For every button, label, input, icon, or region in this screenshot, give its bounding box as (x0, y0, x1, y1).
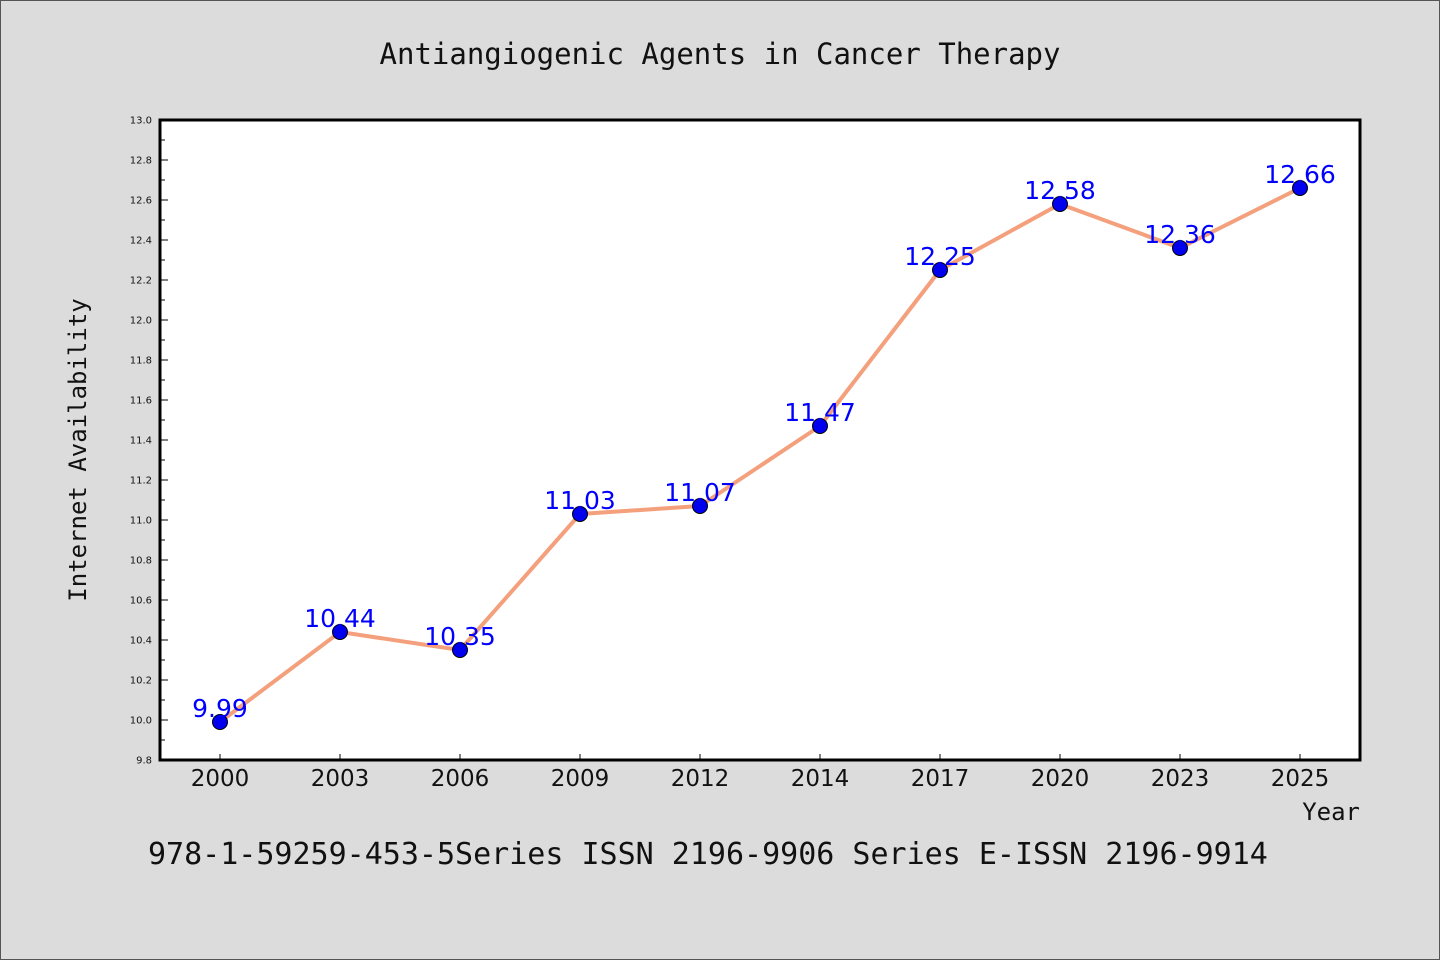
y-axis: 9.8 10.0 10.2 10.4 10.6 10.8 11.0 11.2 11.4 11.6 1… (130, 116, 168, 767)
x-axis: 2000 2003 2006 2009 2012 2014 2017 2020 2023 2025 (191, 754, 1330, 792)
x-tick-label: 2006 (431, 766, 490, 792)
x-tick-label: 2012 (671, 766, 730, 792)
footer-text: 978-1-59259-453-5Series ISSN 2196-9906 S… (148, 837, 1268, 872)
x-tick-label: 2014 (791, 766, 850, 792)
data-label: 10.35 (424, 622, 496, 651)
data-label: 11.47 (784, 398, 856, 427)
x-tick-label: 2025 (1271, 766, 1330, 792)
data-point (932, 262, 948, 278)
y-tick-label: 11.4 (130, 436, 152, 447)
x-tick-label: 2009 (551, 766, 610, 792)
y-tick-label: 12.2 (130, 276, 152, 287)
data-label: 12.25 (904, 242, 976, 271)
x-tick-label: 2023 (1151, 766, 1210, 792)
y-tick-label: 12.0 (130, 316, 152, 327)
series-markers (212, 180, 1308, 730)
y-tick-label: 11.0 (130, 516, 152, 527)
chart-title: Antiangiogenic Agents in Cancer Therapy (380, 37, 1061, 71)
data-label: 12.66 (1264, 160, 1336, 189)
data-point (1052, 196, 1068, 212)
data-point (812, 418, 828, 434)
y-tick-label: 10.6 (130, 596, 152, 607)
x-axis-label: Year (1302, 798, 1360, 826)
plot-border (158, 118, 1362, 762)
data-label: 12.36 (1144, 220, 1216, 249)
data-label: 9.99 (192, 694, 248, 723)
data-point (1292, 180, 1308, 196)
series-line (218, 186, 1301, 724)
data-label: 11.03 (544, 486, 616, 515)
y-tick-label: 10.8 (130, 556, 152, 567)
y-tick-label: 11.8 (130, 356, 152, 367)
data-point (692, 498, 708, 514)
data-point (212, 714, 228, 730)
y-tick-label: 10.4 (130, 636, 152, 647)
data-point (452, 642, 468, 658)
y-axis-label: Internet Availability (64, 298, 92, 601)
y-tick-label: 10.0 (130, 716, 152, 727)
y-tick-label: 13.0 (130, 116, 152, 127)
y-tick-label: 12.8 (130, 156, 152, 167)
data-point (332, 624, 348, 640)
y-tick-label: 12.4 (130, 236, 152, 247)
y-tick-label: 12.6 (130, 196, 152, 207)
data-label: 11.07 (664, 478, 736, 507)
x-tick-label: 2003 (311, 766, 370, 792)
y-tick-label: 10.2 (130, 676, 152, 687)
x-tick-label: 2000 (191, 766, 250, 792)
data-point (572, 506, 588, 522)
data-labels: 9.99 10.44 10.35 11.03 11.07 11.47 12.25 12.58 1… (192, 160, 1336, 723)
data-label: 12.58 (1024, 176, 1096, 205)
data-point (1172, 240, 1188, 256)
y-tick-label: 11.2 (130, 476, 152, 487)
x-tick-label: 2020 (1031, 766, 1090, 792)
data-label: 10.44 (304, 604, 376, 633)
plot-area (160, 120, 1360, 760)
y-tick-label: 9.8 (136, 756, 152, 767)
y-tick-label: 11.6 (130, 396, 152, 407)
x-tick-label: 2017 (911, 766, 970, 792)
